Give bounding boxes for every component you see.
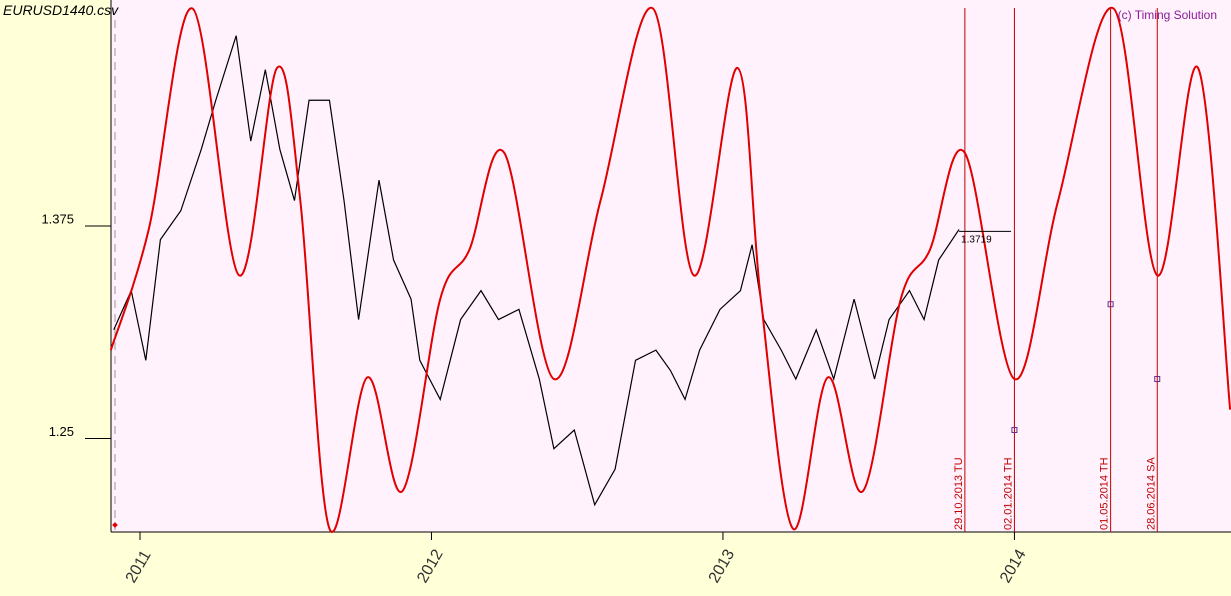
marker-point xyxy=(1154,376,1161,383)
y-tick-label: 1.25 xyxy=(49,424,74,439)
projection-curve xyxy=(109,6,1231,533)
y-tick-label: 1.375 xyxy=(41,211,74,226)
credit: (c) Timing Solution xyxy=(1118,8,1217,22)
marker-label: 02.01.2014 TH xyxy=(1002,457,1014,530)
chart-title: EURUSD1440.csv xyxy=(3,2,119,18)
marker-point xyxy=(1107,301,1114,308)
marker-label: 01.05.2014 TH xyxy=(1099,457,1111,530)
plot-area xyxy=(111,0,1231,532)
start-marker xyxy=(112,522,118,528)
last-value-label: 1.3719 xyxy=(961,234,992,245)
price-line xyxy=(113,35,960,507)
marker-point xyxy=(1011,427,1018,434)
marker-label: 28.06.2014 SA xyxy=(1145,457,1157,530)
marker-label: 29.10.2013 TU xyxy=(953,457,965,530)
